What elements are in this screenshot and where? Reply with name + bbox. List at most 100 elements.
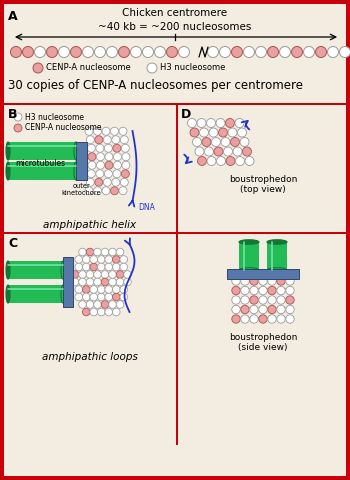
Circle shape	[97, 293, 105, 301]
Circle shape	[120, 136, 128, 144]
Circle shape	[218, 128, 228, 137]
Text: amphipathic loops: amphipathic loops	[42, 352, 138, 362]
Circle shape	[206, 119, 216, 128]
Circle shape	[268, 277, 276, 285]
Circle shape	[83, 293, 90, 301]
Circle shape	[111, 187, 119, 195]
Circle shape	[75, 293, 83, 301]
Ellipse shape	[239, 240, 259, 244]
Text: H3 nucleosome: H3 nucleosome	[160, 63, 225, 72]
Circle shape	[268, 305, 276, 314]
Circle shape	[88, 144, 95, 152]
Text: microtubules: microtubules	[15, 158, 65, 168]
Circle shape	[142, 47, 154, 58]
Ellipse shape	[6, 142, 10, 160]
Bar	[176, 103, 178, 445]
Circle shape	[14, 124, 22, 132]
Circle shape	[199, 128, 209, 137]
Circle shape	[93, 187, 101, 195]
Circle shape	[105, 286, 113, 293]
Circle shape	[241, 286, 249, 295]
Circle shape	[112, 293, 120, 301]
Circle shape	[190, 128, 199, 137]
Circle shape	[120, 178, 128, 186]
Ellipse shape	[61, 261, 65, 279]
Circle shape	[90, 308, 98, 316]
Circle shape	[85, 187, 93, 195]
Circle shape	[90, 256, 98, 264]
Circle shape	[207, 156, 216, 166]
Circle shape	[226, 156, 235, 166]
Circle shape	[103, 136, 111, 144]
Circle shape	[101, 278, 109, 286]
Circle shape	[90, 293, 98, 301]
Text: CENP-A nucleosome: CENP-A nucleosome	[25, 123, 101, 132]
Circle shape	[224, 147, 232, 156]
Circle shape	[211, 137, 220, 146]
Bar	[8, 142, 76, 160]
Circle shape	[83, 286, 90, 293]
Circle shape	[116, 300, 124, 308]
Circle shape	[233, 147, 242, 156]
Circle shape	[277, 296, 285, 304]
Circle shape	[75, 256, 83, 264]
Circle shape	[250, 296, 258, 304]
Bar	[8, 261, 63, 279]
Circle shape	[235, 119, 244, 128]
Text: H3 nucleosome: H3 nucleosome	[25, 112, 84, 121]
Circle shape	[241, 296, 249, 304]
Circle shape	[195, 147, 204, 156]
Circle shape	[197, 156, 206, 166]
Circle shape	[97, 286, 105, 293]
Circle shape	[96, 170, 104, 178]
Circle shape	[245, 156, 254, 166]
Circle shape	[86, 178, 94, 186]
Circle shape	[101, 300, 109, 308]
Circle shape	[286, 296, 294, 304]
Bar	[76, 142, 87, 180]
Text: C: C	[8, 237, 17, 250]
Circle shape	[167, 47, 177, 58]
Circle shape	[232, 305, 240, 314]
Circle shape	[94, 300, 101, 308]
Ellipse shape	[267, 268, 287, 272]
Circle shape	[328, 47, 338, 58]
Text: Chicken centromere
~40 kb = ~200 nucleosomes: Chicken centromere ~40 kb = ~200 nucleos…	[98, 8, 252, 32]
Circle shape	[188, 119, 196, 128]
Ellipse shape	[6, 162, 10, 180]
Circle shape	[79, 271, 86, 278]
Circle shape	[116, 271, 124, 278]
Circle shape	[241, 305, 249, 314]
Bar	[8, 285, 63, 303]
Circle shape	[277, 315, 285, 323]
Circle shape	[90, 263, 98, 271]
Circle shape	[208, 47, 218, 58]
Circle shape	[131, 47, 141, 58]
Circle shape	[202, 137, 211, 146]
Circle shape	[86, 248, 94, 256]
Circle shape	[105, 293, 113, 301]
Circle shape	[88, 170, 95, 178]
Circle shape	[221, 137, 230, 146]
Text: outer
kinetochore: outer kinetochore	[62, 183, 101, 196]
Circle shape	[101, 271, 109, 278]
Circle shape	[259, 286, 267, 295]
Circle shape	[70, 47, 82, 58]
Bar	[227, 269, 299, 279]
Circle shape	[244, 47, 254, 58]
Circle shape	[231, 137, 239, 146]
Text: boustrophedon
(side view): boustrophedon (side view)	[229, 333, 297, 352]
Circle shape	[216, 119, 225, 128]
Circle shape	[97, 263, 105, 271]
Circle shape	[112, 178, 120, 186]
Text: 30 copies of CENP-A nucleosomes per centromere: 30 copies of CENP-A nucleosomes per cent…	[8, 79, 303, 92]
Circle shape	[147, 63, 157, 73]
Circle shape	[109, 248, 116, 256]
Circle shape	[88, 153, 96, 161]
Circle shape	[259, 296, 267, 304]
Text: DNA: DNA	[139, 203, 155, 212]
Circle shape	[232, 277, 240, 285]
Circle shape	[94, 271, 101, 278]
Circle shape	[121, 144, 130, 152]
Circle shape	[83, 256, 90, 264]
